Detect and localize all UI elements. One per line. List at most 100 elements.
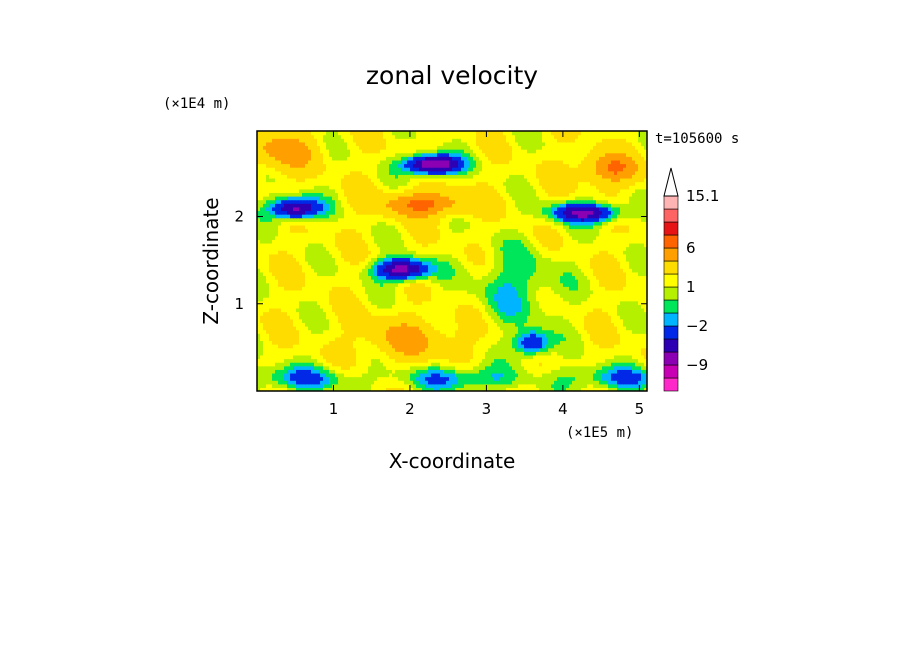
field-cell: [614, 383, 618, 388]
field-cell: [413, 362, 417, 367]
field-cell: [329, 329, 333, 334]
field-cell: [278, 344, 282, 349]
field-cell: [410, 275, 414, 280]
field-cell: [470, 311, 474, 316]
field-cell: [350, 289, 354, 295]
field-cell: [443, 351, 447, 356]
field-cell: [578, 311, 582, 316]
field-cell: [599, 289, 603, 295]
field-cell: [332, 268, 336, 273]
field-cell: [560, 271, 564, 277]
field-cell: [554, 261, 558, 266]
field-cell: [605, 297, 609, 302]
field-cell: [419, 354, 423, 360]
field-cell: [293, 297, 297, 302]
field-cell: [512, 329, 516, 334]
field-cell: [644, 326, 647, 331]
field-cell: [584, 279, 588, 284]
field-cell: [518, 307, 522, 313]
field-cell: [290, 372, 294, 378]
field-cell: [287, 340, 291, 345]
field-cell: [326, 257, 330, 262]
field-cell: [320, 293, 324, 298]
field-cell: [590, 261, 594, 266]
field-cell: [449, 380, 453, 385]
field-cell: [356, 365, 360, 370]
field-cell: [359, 351, 363, 356]
field-cell: [296, 289, 300, 295]
field-cell: [389, 311, 393, 316]
field-cell: [611, 322, 615, 327]
field-cell: [557, 286, 561, 291]
field-cell: [626, 354, 630, 360]
field-cell: [419, 264, 423, 269]
field-cell: [320, 261, 324, 266]
field-cell: [614, 340, 618, 345]
field-cell: [308, 282, 312, 287]
field-cell: [509, 253, 513, 258]
field-cell: [302, 282, 306, 287]
field-cell: [458, 279, 462, 284]
field-cell: [425, 372, 429, 378]
field-cell: [518, 340, 522, 345]
field-cell: [302, 333, 306, 338]
field-cell: [545, 311, 549, 316]
field-cell: [419, 365, 423, 370]
field-cell: [290, 315, 294, 320]
field-cell: [476, 300, 480, 305]
field-cell: [365, 297, 369, 302]
field-cell: [299, 336, 303, 342]
field-cell: [476, 347, 480, 352]
field-cell: [368, 275, 372, 280]
field-cell: [545, 304, 549, 309]
field-cell: [278, 311, 282, 316]
field-cell: [512, 365, 516, 370]
field-cell: [269, 271, 273, 277]
field-cell: [296, 383, 300, 388]
field-cell: [296, 365, 300, 370]
field-cell: [503, 322, 507, 327]
field-cell: [512, 253, 516, 258]
field-cell: [401, 279, 405, 284]
field-cell: [419, 344, 423, 349]
field-cell: [488, 376, 492, 381]
field-cell: [338, 286, 342, 291]
field-cell: [284, 311, 288, 316]
field-cell: [533, 300, 537, 305]
field-cell: [449, 261, 453, 266]
field-cell: [596, 253, 600, 258]
field-cell: [506, 282, 510, 287]
field-cell: [377, 250, 381, 255]
field-cell: [494, 304, 498, 309]
field-cell: [365, 329, 369, 334]
field-cell: [338, 304, 342, 309]
field-cell: [425, 279, 429, 284]
field-cell: [281, 250, 285, 255]
field-cell: [512, 286, 516, 291]
field-cell: [554, 257, 558, 262]
field-cell: [305, 279, 309, 284]
field-cell: [416, 383, 420, 388]
field-cell: [626, 387, 630, 391]
field-cell: [608, 257, 612, 262]
field-cell: [497, 315, 501, 320]
field-cell: [308, 380, 312, 385]
field-cell: [563, 304, 567, 309]
field-cell: [311, 304, 315, 309]
field-cell: [404, 336, 408, 342]
field-cell: [479, 289, 483, 295]
field-cell: [275, 387, 279, 391]
field-cell: [461, 351, 465, 356]
field-cell: [326, 369, 330, 374]
field-cell: [491, 286, 495, 291]
field-cell: [485, 380, 489, 385]
field-cell: [320, 307, 324, 313]
field-cell: [563, 351, 567, 356]
field-cell: [281, 351, 285, 356]
field-cell: [614, 347, 618, 352]
field-cell: [305, 351, 309, 356]
field-cell: [596, 376, 600, 381]
field-cell: [476, 318, 480, 323]
field-cell: [446, 347, 450, 352]
field-cell: [365, 387, 369, 391]
